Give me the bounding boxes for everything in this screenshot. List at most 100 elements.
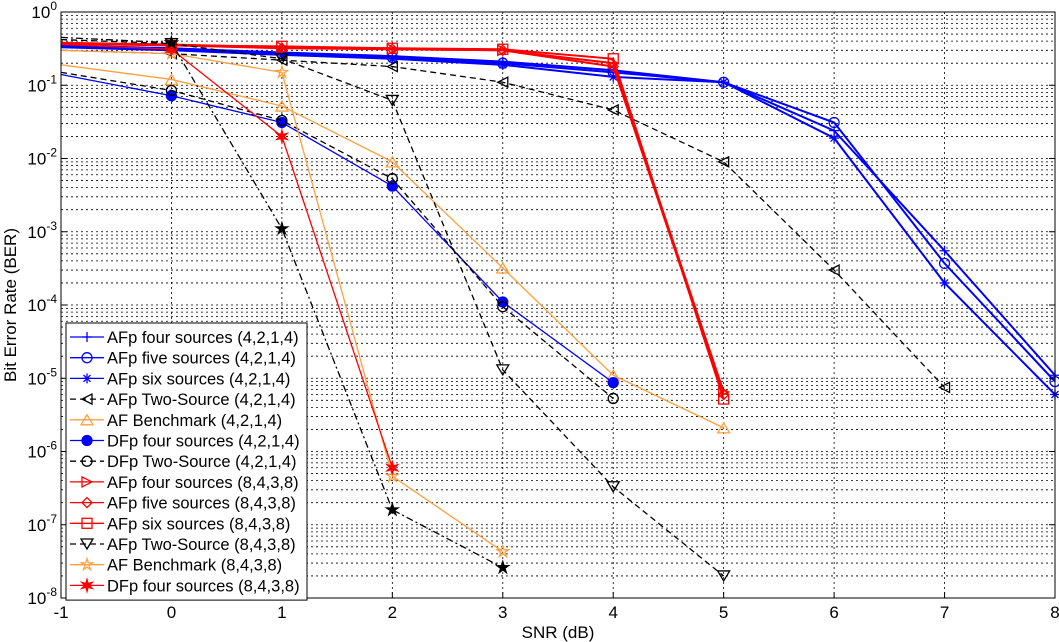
filled-circle-marker [81,434,93,447]
circle-marker [386,173,398,185]
circle-marker [497,300,509,313]
hexagram-marker [384,459,400,477]
triangle-down-marker [274,53,290,66]
hexagram-marker [164,40,179,58]
y-tick-label: 10-1 [27,72,57,95]
triangle-up-marker [385,155,400,168]
diamond-marker [81,496,93,509]
series-line [60,45,1056,383]
y-tick-label: 10-2 [27,146,57,169]
asterisk-marker [718,77,729,88]
circle-marker [81,352,93,364]
y-tick-label: 10-8 [27,585,57,608]
legend-label: AF Benchmark (4,2,1,4) [107,412,282,430]
hexagram-marker [274,127,290,145]
legend-item: AFp six sources (8,4,3,8) [70,515,290,533]
y-tick-label: 100 [31,0,57,22]
triangle-right-marker [81,475,94,488]
triangle-down-marker [716,570,731,583]
series-line [60,49,504,553]
legend-item: AFp six sources (4,2,1,4) [70,370,290,388]
circle-marker [81,455,93,467]
legend-item: AFp four sources (4,2,1,4) [70,329,299,347]
asterisk-marker [608,71,619,82]
circle-marker [165,84,178,97]
y-axis-label: Bit Error Rate (BER) [1,228,20,382]
series-line [60,64,724,429]
legend-item: AFp four sources (8,4,3,8) [70,474,299,492]
legend-item: DFp four sources (8,4,3,8) [70,576,300,595]
legend-item: AF Benchmark (8,4,3,8) [70,556,282,575]
triangle-left-marker [827,263,840,277]
triangle-down-marker [495,364,510,377]
asterisk-marker [497,59,508,70]
star-black-marker [274,220,290,236]
x-axis-label: SNR (dB) [522,623,595,642]
x-tick-label: 8 [1050,603,1059,622]
x-tick-label: -1 [53,603,68,622]
triangle-down-marker [606,481,621,494]
x-tick-label: 4 [608,603,617,622]
asterisk-marker [276,49,287,60]
y-tick-label: 10-4 [27,292,57,315]
triangle-down-marker [385,94,400,107]
legend-item: AFp five sources (4,2,1,4) [70,350,296,368]
pentagram-marker [274,64,290,79]
hexagram-marker [79,576,95,594]
pentagram-marker [79,556,95,572]
star-black-marker [495,559,511,575]
x-tick-label: 7 [940,603,949,622]
legend-box [65,322,308,601]
star-black-marker [163,34,180,50]
diamond-marker [607,60,620,73]
triangle-left-marker [606,103,619,117]
y-ticks: 100 10-1 10-2 10-3 10-4 10-5 10-6 10-7 10-8 [27,0,1055,608]
asterisk-marker [829,133,840,144]
square-marker [276,40,288,52]
triangle-up-marker [164,73,179,86]
series-line [60,43,393,468]
triangle-left-marker [80,393,93,406]
square-marker [81,517,93,529]
legend-label: AFp five sources (4,2,1,4) [107,350,296,368]
asterisk-marker [939,277,950,288]
series-line [60,44,1056,376]
series-group [60,34,1059,583]
series-line [60,73,614,384]
legend-label: DFp Two-Source (4,2,1,4) [107,453,297,471]
y-tick-label: 10-6 [27,439,57,462]
legend-label: AFp six sources (8,4,3,8) [107,515,290,533]
legend-item: AFp Two-Source (8,4,3,8) [70,536,296,554]
circle-marker [276,114,288,127]
triangle-up-marker [274,99,290,112]
series-line [60,46,1056,396]
triangle-up-marker [79,413,95,426]
legend-label: DFp four sources (8,4,3,8) [107,577,300,595]
triangle-left-marker [385,60,398,73]
legend-label: AF Benchmark (8,4,3,8) [107,557,282,575]
legend-item: DFp four sources (4,2,1,4) [70,433,300,451]
series-line [60,71,614,399]
grid [61,12,1055,599]
legend-label: AFp four sources (8,4,3,8) [107,474,299,492]
series-line [60,49,946,388]
series-13 [60,34,511,575]
x-tick-label: 2 [388,603,397,622]
series-12 [60,40,400,477]
triangle-down-marker [79,538,95,551]
legend-item: DFp Two-Source (4,2,1,4) [70,453,297,471]
circle-marker [607,392,619,405]
square-marker [497,43,509,55]
triangle-left-marker [496,76,509,89]
legend-label: AFp four sources (4,2,1,4) [107,329,299,347]
circle-marker [938,257,951,270]
legend-item: AFp Two-Source (4,2,1,4) [70,391,296,409]
plus-marker [82,332,92,342]
legend-label: AFp Two-Source (8,4,3,8) [107,536,296,554]
filled-circle-marker [607,377,619,389]
series-6 [60,71,619,405]
legend-label: AFp five sources (8,4,3,8) [107,495,296,513]
plus-marker [939,245,950,256]
x-tick-label: 6 [829,603,838,622]
